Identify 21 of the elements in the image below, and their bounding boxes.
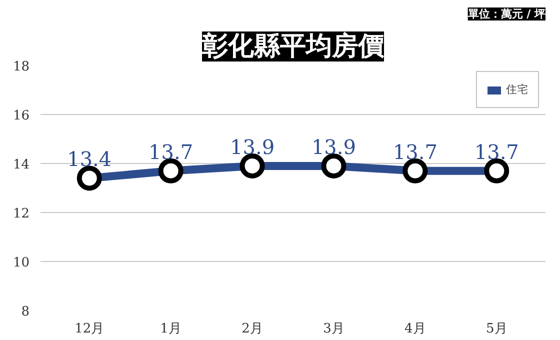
data-label: 13.7 [474, 140, 519, 164]
data-label: 13.7 [392, 140, 438, 164]
y-tick-label: 12 [12, 206, 30, 222]
y-tick-label: 8 [21, 304, 30, 320]
x-tick-label: 4月 [404, 322, 426, 336]
x-tick-label: 5月 [486, 322, 508, 336]
data-label: 13.9 [311, 134, 356, 159]
x-tick-label: 1月 [160, 322, 182, 336]
chart-title: 彰化縣平均房價 [201, 32, 385, 62]
data-label: 13.9 [230, 134, 275, 159]
y-tick-label: 18 [12, 60, 30, 74]
y-tick-label: 16 [12, 108, 30, 124]
legend-label: 住宅 [506, 82, 528, 97]
y-tick-label: 14 [12, 158, 30, 172]
data-label: 13.4 [67, 147, 112, 172]
x-tick-label: 2月 [242, 322, 263, 336]
x-tick-label: 12月 [74, 322, 104, 336]
x-tick-label: 3月 [323, 322, 344, 336]
text: 單位：萬元 / 坪 [466, 8, 546, 20]
data-label: 13.7 [148, 140, 194, 164]
y-tick-label: 10 [12, 256, 30, 270]
